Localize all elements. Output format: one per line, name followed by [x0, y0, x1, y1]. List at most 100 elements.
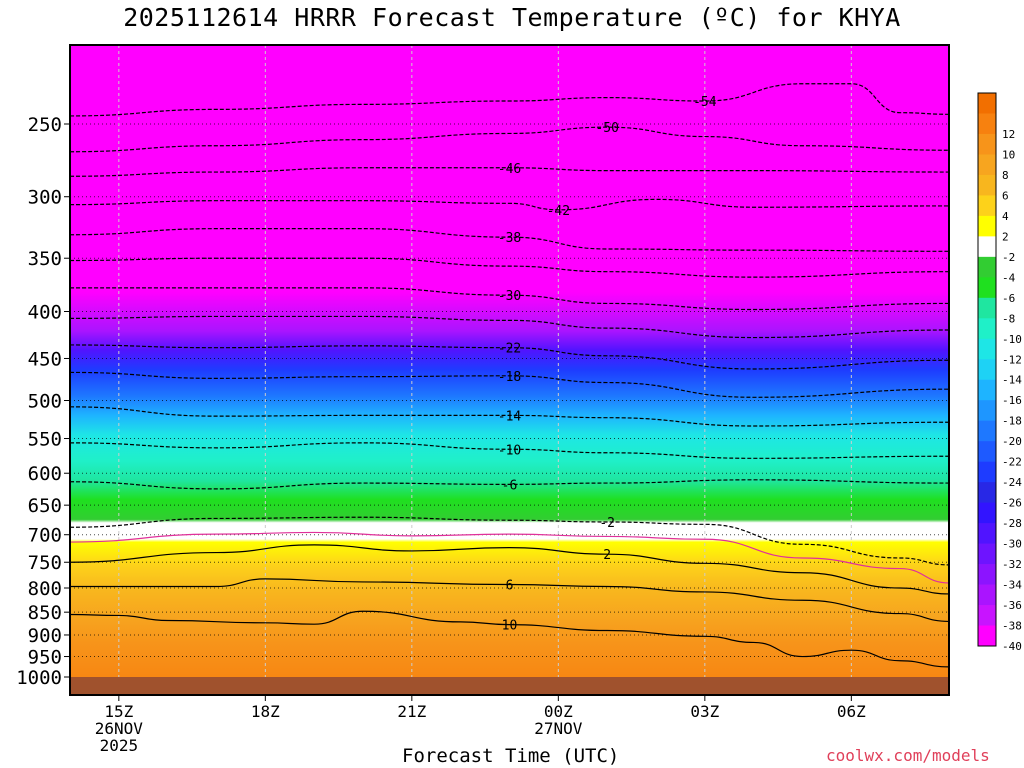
- isotherm-label: -10: [498, 443, 521, 458]
- y-tick-label: 400: [28, 301, 62, 323]
- isotherm-line: [70, 544, 949, 595]
- colorbar-swatch: [978, 338, 996, 360]
- colorbar-swatch: [978, 297, 996, 319]
- colorbar-label: -28: [1002, 517, 1022, 530]
- isotherm-label: -38: [498, 231, 521, 246]
- y-tick-label: 850: [28, 602, 62, 624]
- colorbar-swatch: [978, 482, 996, 504]
- isotherm-line: [70, 578, 949, 623]
- colorbar-swatch: [978, 113, 996, 135]
- colorbar-swatch: [978, 256, 996, 278]
- y-tick-label: 450: [28, 348, 62, 370]
- colorbar-label: -4: [1002, 271, 1016, 284]
- colorbar-label: -2: [1002, 251, 1015, 264]
- colorbar-label: -22: [1002, 456, 1022, 469]
- colorbar-swatch: [978, 195, 996, 217]
- colorbar-swatch: [978, 93, 996, 114]
- isotherm-line: [70, 516, 949, 566]
- x-tick-label: 26NOV: [95, 719, 144, 738]
- colorbar-swatch: [978, 523, 996, 545]
- colorbar-label: -6: [1002, 292, 1015, 305]
- colorbar-label: -14: [1002, 374, 1022, 387]
- colorbar-label: -38: [1002, 620, 1022, 633]
- isotherm-line: [70, 531, 949, 584]
- colorbar-label: 4: [1002, 210, 1009, 223]
- y-tick-label: 750: [28, 552, 62, 574]
- x-tick-label: 03Z: [690, 702, 719, 721]
- isotherm-line: [70, 287, 949, 311]
- isotherm-line: [70, 167, 949, 177]
- source-credit: coolwx.com/models: [826, 746, 990, 765]
- isotherm-label: -14: [498, 409, 522, 424]
- x-tick-label: 18Z: [251, 702, 280, 721]
- colorbar-swatch: [978, 154, 996, 176]
- isotherm-label: -54: [693, 95, 717, 110]
- isotherm-label: -2: [599, 516, 615, 531]
- colorbar-label: 8: [1002, 169, 1009, 182]
- isotherm-label: 6: [506, 578, 514, 593]
- isotherm-line: [70, 315, 949, 339]
- colorbar-swatch: [978, 359, 996, 381]
- colorbar-swatch: [978, 625, 996, 647]
- isotherm-label: 10: [502, 619, 518, 634]
- colorbar-swatch: [978, 174, 996, 196]
- isotherm-line: [70, 479, 949, 490]
- isotherm-label: -22: [498, 342, 521, 357]
- colorbar-swatch: [978, 502, 996, 524]
- y-tick-label: 600: [28, 463, 62, 485]
- colorbar-label: -26: [1002, 497, 1022, 510]
- isotherm-line: [70, 442, 949, 459]
- ground-strip: [70, 677, 949, 695]
- colorbar-swatch: [978, 215, 996, 237]
- colorbar-swatch: [978, 420, 996, 442]
- colorbar-label: -20: [1002, 435, 1022, 448]
- x-tick-label: 27NOV: [534, 719, 583, 738]
- chart-title: 2025112614 HRRR Forecast Temperature (ºC…: [123, 3, 901, 32]
- isotherm-label: -18: [498, 370, 521, 385]
- colorbar-swatch: [978, 379, 996, 401]
- colorbar-swatch: [978, 400, 996, 422]
- y-tick-label: 900: [28, 625, 62, 647]
- plot-frame: [69, 44, 950, 696]
- colorbar-label: -34: [1002, 579, 1022, 592]
- isotherm-line: [70, 406, 949, 427]
- isotherm-line: [70, 257, 949, 278]
- y-tick-label: 300: [28, 187, 62, 209]
- y-tick-label: 500: [28, 391, 62, 413]
- isotherm-line: [70, 83, 949, 117]
- x-tick-label: 06Z: [837, 702, 866, 721]
- colorbar-label: -8: [1002, 312, 1015, 325]
- y-tick-label: 650: [28, 495, 62, 517]
- colorbar-label: -10: [1002, 333, 1022, 346]
- y-tick-label: 250: [28, 114, 62, 136]
- isotherm-label: -30: [498, 289, 521, 304]
- colorbar-swatch: [978, 543, 996, 565]
- x-tick-label: 2025: [100, 736, 139, 755]
- isotherm-label: -50: [595, 121, 618, 136]
- colorbar-label: -32: [1002, 558, 1022, 571]
- y-tick-label: 700: [28, 525, 62, 547]
- colorbar-swatch: [978, 277, 996, 299]
- colorbar-label: 12: [1002, 128, 1015, 141]
- colorbar-swatch: [978, 461, 996, 483]
- isotherm-line: [70, 126, 949, 153]
- colorbar-label: -12: [1002, 353, 1022, 366]
- colorbar-swatch: [978, 133, 996, 155]
- colorbar-label: 2: [1002, 230, 1009, 243]
- colorbar-swatch: [978, 441, 996, 463]
- colorbar-label: -40: [1002, 640, 1022, 653]
- colorbar: 12 10 8 6 4 2 -2 -4 -6 -8 -10 -12 -14 -16 -18 -20 -22 -24…: [977, 92, 1022, 653]
- colorbar-swatch: [978, 584, 996, 606]
- colorbar-label: -36: [1002, 599, 1022, 612]
- isotherm-line: [70, 371, 949, 398]
- colorbar-label: -18: [1002, 415, 1022, 428]
- y-tick-label: 550: [28, 429, 62, 451]
- isotherm-line: [70, 610, 949, 668]
- isotherm-line: [70, 344, 949, 370]
- x-tick-label: 15Z: [104, 702, 133, 721]
- y-tick-label: 1000: [16, 667, 62, 689]
- colorbar-swatch: [978, 318, 996, 340]
- colorbar-swatch: [978, 236, 996, 258]
- colorbar-label: -30: [1002, 538, 1022, 551]
